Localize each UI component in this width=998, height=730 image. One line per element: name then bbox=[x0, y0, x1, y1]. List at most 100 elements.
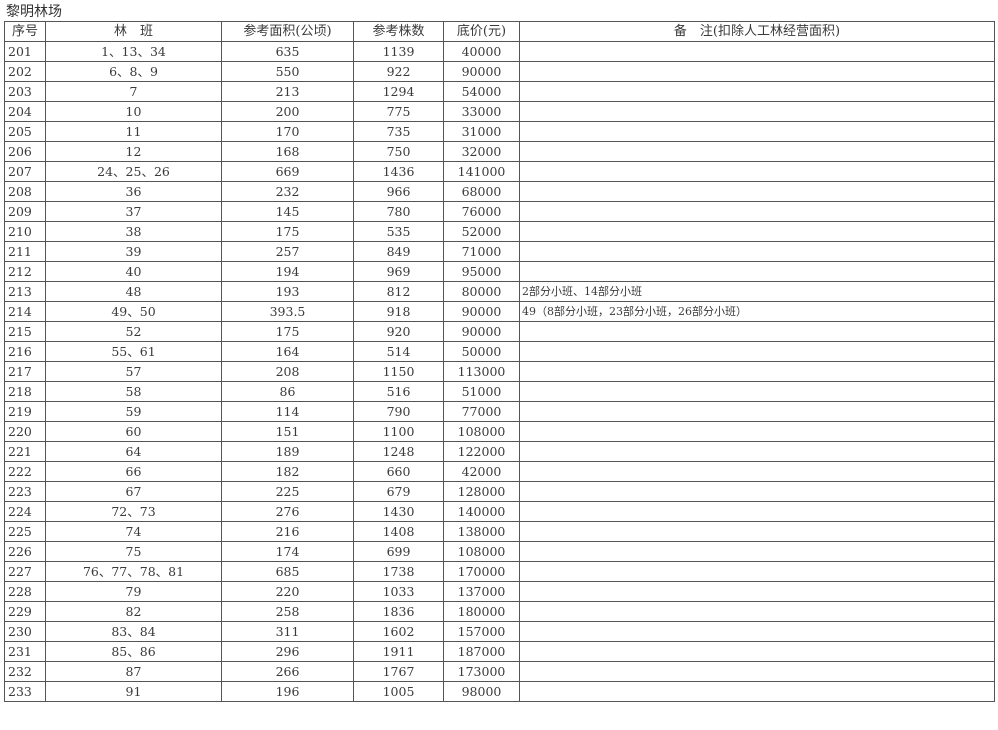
area-cell: 550 bbox=[221, 61, 354, 82]
base-price-cell: 31000 bbox=[443, 121, 520, 142]
area-cell: 669 bbox=[221, 161, 354, 182]
table-row: 207 24、25、26 669 1436 141000 bbox=[4, 161, 995, 182]
index-cell: 207 bbox=[4, 161, 46, 182]
tree-count-cell: 969 bbox=[353, 261, 444, 282]
index-cell: 217 bbox=[4, 361, 46, 382]
remarks-cell bbox=[519, 321, 995, 342]
table-row: 213 48 193 812 80000 2部分小班、14部分小班 bbox=[4, 281, 995, 302]
base-price-cell: 140000 bbox=[443, 501, 520, 522]
table-row: 202 6、8、9 550 922 90000 bbox=[4, 61, 995, 82]
tree-count-cell: 1738 bbox=[353, 561, 444, 582]
area-cell: 213 bbox=[221, 81, 354, 102]
index-cell: 203 bbox=[4, 81, 46, 102]
lot-cell: 60 bbox=[45, 421, 222, 442]
tree-count-cell: 920 bbox=[353, 321, 444, 342]
remarks-cell: 49（8部分小班，23部分小班，26部分小班） bbox=[519, 301, 995, 322]
base-price-cell: 40000 bbox=[443, 41, 520, 62]
remarks-cell bbox=[519, 421, 995, 442]
base-price-cell: 76000 bbox=[443, 201, 520, 222]
base-price-cell: 128000 bbox=[443, 481, 520, 502]
index-cell: 202 bbox=[4, 61, 46, 82]
lot-cell: 40 bbox=[45, 261, 222, 282]
lot-cell: 64 bbox=[45, 441, 222, 462]
base-price-cell: 50000 bbox=[443, 341, 520, 362]
tree-count-cell: 514 bbox=[353, 341, 444, 362]
base-price-cell: 98000 bbox=[443, 681, 520, 702]
base-price-cell: 52000 bbox=[443, 221, 520, 242]
area-cell: 635 bbox=[221, 41, 354, 62]
header-remarks: 备 注(扣除人工林经营面积) bbox=[519, 21, 995, 42]
index-cell: 201 bbox=[4, 41, 46, 62]
remarks-cell bbox=[519, 641, 995, 662]
tree-count-cell: 679 bbox=[353, 481, 444, 502]
lot-cell: 58 bbox=[45, 381, 222, 402]
tree-count-cell: 812 bbox=[353, 281, 444, 302]
area-cell: 266 bbox=[221, 661, 354, 682]
table-row: 203 7 213 1294 54000 bbox=[4, 81, 995, 102]
lot-cell: 11 bbox=[45, 121, 222, 142]
header-row: 序号 林 班 参考面积(公顷) 参考株数 底价(元) 备 注(扣除人工林经营面积… bbox=[4, 21, 995, 42]
table-row: 215 52 175 920 90000 bbox=[4, 321, 995, 342]
table-row: 209 37 145 780 76000 bbox=[4, 201, 995, 222]
table-row: 233 91 196 1005 98000 bbox=[4, 681, 995, 702]
lot-cell: 74 bbox=[45, 521, 222, 542]
index-cell: 229 bbox=[4, 601, 46, 622]
lot-cell: 66 bbox=[45, 461, 222, 482]
table-row: 231 85、86 296 1911 187000 bbox=[4, 641, 995, 662]
area-cell: 164 bbox=[221, 341, 354, 362]
remarks-cell bbox=[519, 41, 995, 62]
tree-count-cell: 1248 bbox=[353, 441, 444, 462]
index-cell: 233 bbox=[4, 681, 46, 702]
area-cell: 225 bbox=[221, 481, 354, 502]
area-cell: 86 bbox=[221, 381, 354, 402]
remarks-cell bbox=[519, 401, 995, 422]
remarks-cell bbox=[519, 661, 995, 682]
base-price-cell: 137000 bbox=[443, 581, 520, 602]
table-row: 219 59 114 790 77000 bbox=[4, 401, 995, 422]
remarks-cell bbox=[519, 241, 995, 262]
lot-cell: 76、77、78、81 bbox=[45, 561, 222, 582]
area-cell: 232 bbox=[221, 181, 354, 202]
table-row: 222 66 182 660 42000 bbox=[4, 461, 995, 482]
lot-cell: 55、61 bbox=[45, 341, 222, 362]
remarks-cell bbox=[519, 121, 995, 142]
tree-count-cell: 1033 bbox=[353, 581, 444, 602]
area-cell: 393.5 bbox=[221, 301, 354, 322]
base-price-cell: 113000 bbox=[443, 361, 520, 382]
lot-cell: 1、13、34 bbox=[45, 41, 222, 62]
index-cell: 223 bbox=[4, 481, 46, 502]
area-cell: 220 bbox=[221, 581, 354, 602]
index-cell: 232 bbox=[4, 661, 46, 682]
remarks-cell bbox=[519, 221, 995, 242]
base-price-cell: 54000 bbox=[443, 81, 520, 102]
table-row: 204 10 200 775 33000 bbox=[4, 101, 995, 122]
index-cell: 205 bbox=[4, 121, 46, 142]
remarks-cell bbox=[519, 141, 995, 162]
remarks-cell bbox=[519, 621, 995, 642]
lot-cell: 82 bbox=[45, 601, 222, 622]
tree-count-cell: 516 bbox=[353, 381, 444, 402]
base-price-cell: 138000 bbox=[443, 521, 520, 542]
table-row: 226 75 174 699 108000 bbox=[4, 541, 995, 562]
table-row: 223 67 225 679 128000 bbox=[4, 481, 995, 502]
remarks-cell bbox=[519, 481, 995, 502]
index-cell: 211 bbox=[4, 241, 46, 262]
header-base-price: 底价(元) bbox=[443, 21, 520, 42]
remarks-cell bbox=[519, 581, 995, 602]
tree-count-cell: 918 bbox=[353, 301, 444, 322]
header-index: 序号 bbox=[4, 21, 46, 42]
area-cell: 208 bbox=[221, 361, 354, 382]
index-cell: 216 bbox=[4, 341, 46, 362]
index-cell: 227 bbox=[4, 561, 46, 582]
tree-count-cell: 1294 bbox=[353, 81, 444, 102]
index-cell: 218 bbox=[4, 381, 46, 402]
tree-count-cell: 535 bbox=[353, 221, 444, 242]
table-row: 216 55、61 164 514 50000 bbox=[4, 341, 995, 362]
tree-count-cell: 922 bbox=[353, 61, 444, 82]
index-cell: 219 bbox=[4, 401, 46, 422]
tree-count-cell: 1139 bbox=[353, 41, 444, 62]
tree-count-cell: 1602 bbox=[353, 621, 444, 642]
base-price-cell: 141000 bbox=[443, 161, 520, 182]
index-cell: 224 bbox=[4, 501, 46, 522]
area-cell: 174 bbox=[221, 541, 354, 562]
